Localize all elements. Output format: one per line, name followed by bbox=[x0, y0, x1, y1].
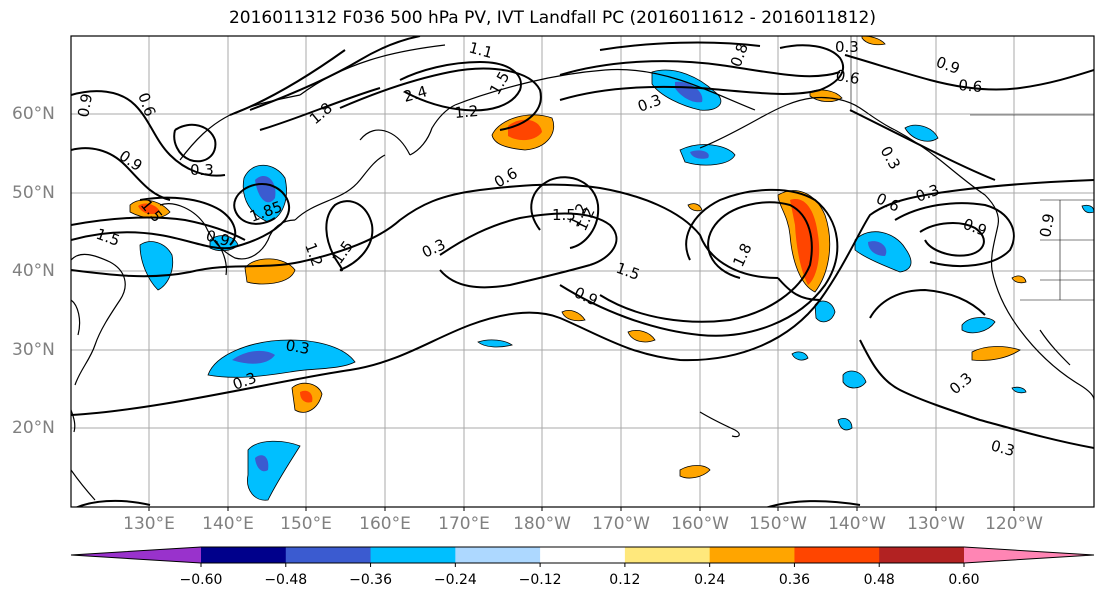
longitude-label: 170°W bbox=[592, 514, 650, 534]
colorbar-tick-label: 0.12 bbox=[609, 572, 641, 588]
shade-blob bbox=[561, 310, 586, 322]
tick-marks bbox=[148, 507, 1015, 511]
colorbar-tick-label: 0.24 bbox=[694, 572, 726, 588]
latitude-label: 60°N bbox=[12, 104, 55, 124]
latitude-label: 20°N bbox=[12, 418, 55, 438]
shade-blob bbox=[139, 241, 174, 291]
colorbar-tick-label: 0.60 bbox=[948, 572, 980, 588]
pv-contours bbox=[71, 36, 1094, 507]
shade-blob bbox=[687, 203, 703, 212]
colorbar-segment bbox=[624, 547, 711, 563]
colorbar-segment bbox=[201, 547, 287, 563]
contour-label: 0.6 bbox=[958, 76, 983, 96]
colorbar-segment bbox=[879, 547, 965, 563]
contour-label: 1.2 bbox=[454, 102, 479, 122]
colorbar-tick-label: −0.24 bbox=[433, 572, 477, 588]
longitude-label: 160°E bbox=[359, 514, 411, 534]
shade-blob bbox=[627, 330, 656, 343]
contour-label: 0.9 bbox=[74, 92, 96, 119]
shade-blob bbox=[971, 346, 1021, 361]
contour-label: 0.3 bbox=[284, 336, 311, 358]
colorbar-tick-label: −0.36 bbox=[349, 572, 392, 588]
contour-label: 0.6 bbox=[834, 66, 861, 88]
colorbar-segment bbox=[794, 547, 880, 563]
shade-blob bbox=[255, 455, 269, 472]
colorbar-segment bbox=[540, 547, 626, 563]
contour-label: 0.9 bbox=[204, 226, 232, 250]
longitude-label: 140°W bbox=[828, 514, 886, 534]
longitude-label: 140°E bbox=[202, 514, 254, 534]
longitude-label: 150°W bbox=[749, 514, 807, 534]
contour-label: 0.3 bbox=[835, 38, 859, 56]
shade-blob bbox=[791, 351, 809, 361]
latitude-label: 50°N bbox=[12, 183, 55, 203]
shade-blob bbox=[814, 300, 836, 323]
contour-label: 1.5 bbox=[552, 206, 576, 224]
longitude-label: 120°W bbox=[985, 514, 1043, 534]
contour-label: 0.9 bbox=[1036, 212, 1058, 239]
shade-blob bbox=[138, 203, 160, 214]
map-frame bbox=[70, 35, 1095, 508]
shade-blob bbox=[300, 390, 313, 403]
shade-blob bbox=[679, 465, 711, 479]
political-borders bbox=[850, 36, 1094, 301]
colorbar-tick-label: −0.48 bbox=[264, 572, 308, 588]
shade-blob bbox=[961, 317, 996, 334]
colorbar-extend-low bbox=[71, 547, 201, 563]
contour-label: 1.1 bbox=[467, 38, 495, 62]
colorbar-segment bbox=[285, 547, 372, 563]
shade-blob bbox=[842, 370, 867, 389]
colorbar-segment bbox=[455, 547, 541, 563]
longitude-label: 150°E bbox=[280, 514, 332, 534]
colorbar-segment bbox=[709, 547, 795, 563]
longitude-label: 160°W bbox=[671, 514, 729, 534]
shade-blob bbox=[1011, 275, 1027, 284]
shade-blob bbox=[837, 418, 853, 431]
shade-blob bbox=[1081, 204, 1094, 214]
latitude-label: 30°N bbox=[12, 340, 55, 360]
colorbar-tick-label: 0.36 bbox=[778, 572, 811, 588]
shade-blob bbox=[904, 124, 939, 142]
shade-blob bbox=[868, 241, 887, 256]
longitude-label: 130°E bbox=[123, 514, 175, 534]
shade-blob bbox=[690, 150, 709, 159]
shade-blob bbox=[255, 176, 276, 203]
contour-label: 0.3 bbox=[190, 161, 214, 179]
colorbar-tick-label: 0.48 bbox=[863, 572, 895, 588]
map-title: 2016011312 F036 500 hPa PV, IVT Landfall… bbox=[228, 8, 876, 28]
longitude-label: 130°W bbox=[907, 514, 965, 534]
latitude-label: 40°N bbox=[12, 261, 55, 281]
longitude-label: 180°W bbox=[513, 514, 571, 534]
shade-blob bbox=[1011, 386, 1027, 394]
colorbar-segment bbox=[370, 547, 456, 563]
shade-blob bbox=[232, 350, 275, 364]
longitude-label: 170°E bbox=[438, 514, 490, 534]
colorbar-tick-label: −0.60 bbox=[179, 572, 223, 588]
shade-blob bbox=[861, 36, 886, 46]
shade-blob bbox=[790, 199, 820, 285]
shade-blob bbox=[207, 339, 356, 378]
contour-label: 0.3 bbox=[989, 436, 1017, 460]
colorbar-extend-high bbox=[964, 547, 1094, 563]
colorbar-tick-label: −0.12 bbox=[518, 572, 562, 588]
contour-label: 2.4 bbox=[401, 82, 429, 106]
shade-blob bbox=[477, 339, 513, 348]
